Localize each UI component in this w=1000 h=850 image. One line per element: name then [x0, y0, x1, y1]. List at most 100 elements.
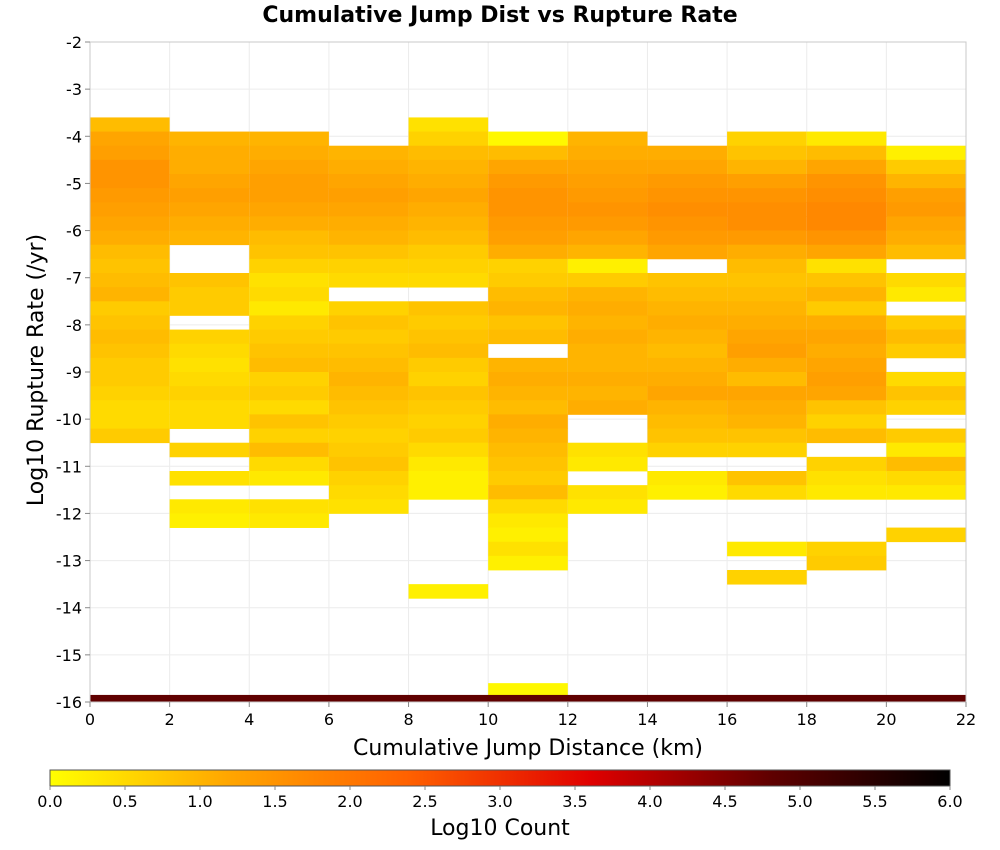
heatmap-cell [169, 329, 250, 345]
heatmap-cell [886, 329, 966, 345]
heatmap-cell [169, 301, 250, 316]
heatmap-cell [806, 372, 887, 387]
heatmap-cell [328, 315, 409, 330]
heatmap-cell [567, 202, 648, 217]
heatmap-cell [727, 145, 807, 161]
heatmap-cell [567, 485, 648, 500]
heatmap-cell [886, 273, 966, 288]
heatmap-cell [488, 513, 568, 528]
heatmap-cell [727, 244, 807, 260]
heatmap-cell [806, 188, 887, 203]
heatmap-cell [567, 301, 648, 316]
heatmap-cell [169, 372, 250, 387]
heatmap-cell [806, 428, 887, 444]
heatmap-cell [488, 428, 568, 444]
y-tick-label: -9 [66, 363, 82, 382]
heatmap-cell [806, 315, 887, 330]
heatmap-cell [727, 428, 807, 444]
heatmap-cell [328, 442, 409, 458]
heatmap-cell [90, 301, 170, 316]
heatmap-cell [488, 372, 568, 387]
heatmap-cell [328, 301, 409, 316]
y-tick-label: -15 [56, 646, 82, 665]
heatmap-cell [647, 244, 728, 260]
heatmap-cell [488, 541, 568, 557]
heatmap-cell [169, 357, 250, 373]
heatmap-cell [488, 357, 568, 373]
y-tick-label: -7 [66, 269, 82, 288]
heatmap-cell [488, 485, 568, 500]
heatmap-cell [249, 372, 329, 387]
heatmap-cell [488, 159, 568, 175]
heatmap-cell [727, 329, 807, 345]
colorbar-tick-label: 6.0 [937, 792, 962, 811]
heatmap-cell [647, 471, 728, 486]
heatmap-cell [408, 414, 489, 429]
heatmap-cell [249, 174, 329, 189]
heatmap-cell [249, 301, 329, 316]
x-tick-label: 18 [797, 710, 817, 729]
heatmap-cell [886, 188, 966, 203]
heatmap-cell [249, 456, 329, 472]
heatmap-cell [886, 202, 966, 217]
heatmap-cell [886, 428, 966, 444]
heatmap-cell [169, 386, 250, 401]
heatmap-cell [90, 174, 170, 189]
heatmap-cell [328, 386, 409, 401]
heatmap-cell [886, 527, 966, 543]
heatmap-cell [408, 329, 489, 345]
x-tick-label: 20 [876, 710, 896, 729]
heatmap-cell [567, 258, 648, 274]
heatmap-cell [408, 386, 489, 401]
heatmap-cell [169, 499, 250, 514]
heatmap-cell [647, 414, 728, 429]
heatmap-cell [249, 386, 329, 401]
heatmap-cell [328, 174, 409, 189]
heatmap-cell [249, 471, 329, 486]
heatmap-cell [727, 216, 807, 231]
heatmap-cell [408, 145, 489, 161]
heatmap-cell [488, 216, 568, 231]
heatmap-cell [408, 301, 489, 316]
heatmap-cell [647, 159, 728, 175]
heatmap-cell [647, 428, 728, 444]
heatmap-cell [886, 315, 966, 330]
heatmap-cell [647, 329, 728, 345]
heatmap-cell [488, 315, 568, 330]
heatmap-cell [806, 485, 887, 500]
heatmap-cell [328, 188, 409, 203]
heatmap-cell [328, 357, 409, 373]
heatmap-cell [408, 159, 489, 175]
heatmap-cell [567, 442, 648, 458]
heatmap-cells [90, 117, 966, 702]
heatmap-cell [488, 400, 568, 415]
heatmap-cell [488, 329, 568, 345]
y-tick-label: -11 [56, 457, 82, 476]
heatmap-cell [408, 216, 489, 231]
heatmap-cell [727, 315, 807, 330]
heatmap-cell [727, 174, 807, 189]
heatmap-cell [90, 145, 170, 161]
heatmap-cell [408, 174, 489, 189]
heatmap-cell [488, 230, 568, 246]
heatmap-cell [488, 499, 568, 514]
heatmap-cell [488, 683, 568, 698]
y-tick-label: -8 [66, 316, 82, 335]
heatmap-cell [647, 230, 728, 246]
heatmap-cell [567, 159, 648, 175]
colorbar-label: Log10 Count [430, 816, 570, 841]
heatmap-cell [408, 131, 489, 147]
heatmap-cell [567, 230, 648, 246]
heatmap-cell [408, 372, 489, 387]
heatmap-cell [806, 202, 887, 217]
heatmap-cell [169, 202, 250, 217]
heatmap-cell [886, 386, 966, 401]
heatmap-cell [647, 202, 728, 217]
y-tick-label: -13 [56, 552, 82, 571]
y-tick-label: -2 [66, 33, 82, 52]
heatmap-cell [488, 301, 568, 316]
heatmap-cell [169, 216, 250, 231]
heatmap-cell [249, 442, 329, 458]
heatmap-cell [169, 287, 250, 302]
